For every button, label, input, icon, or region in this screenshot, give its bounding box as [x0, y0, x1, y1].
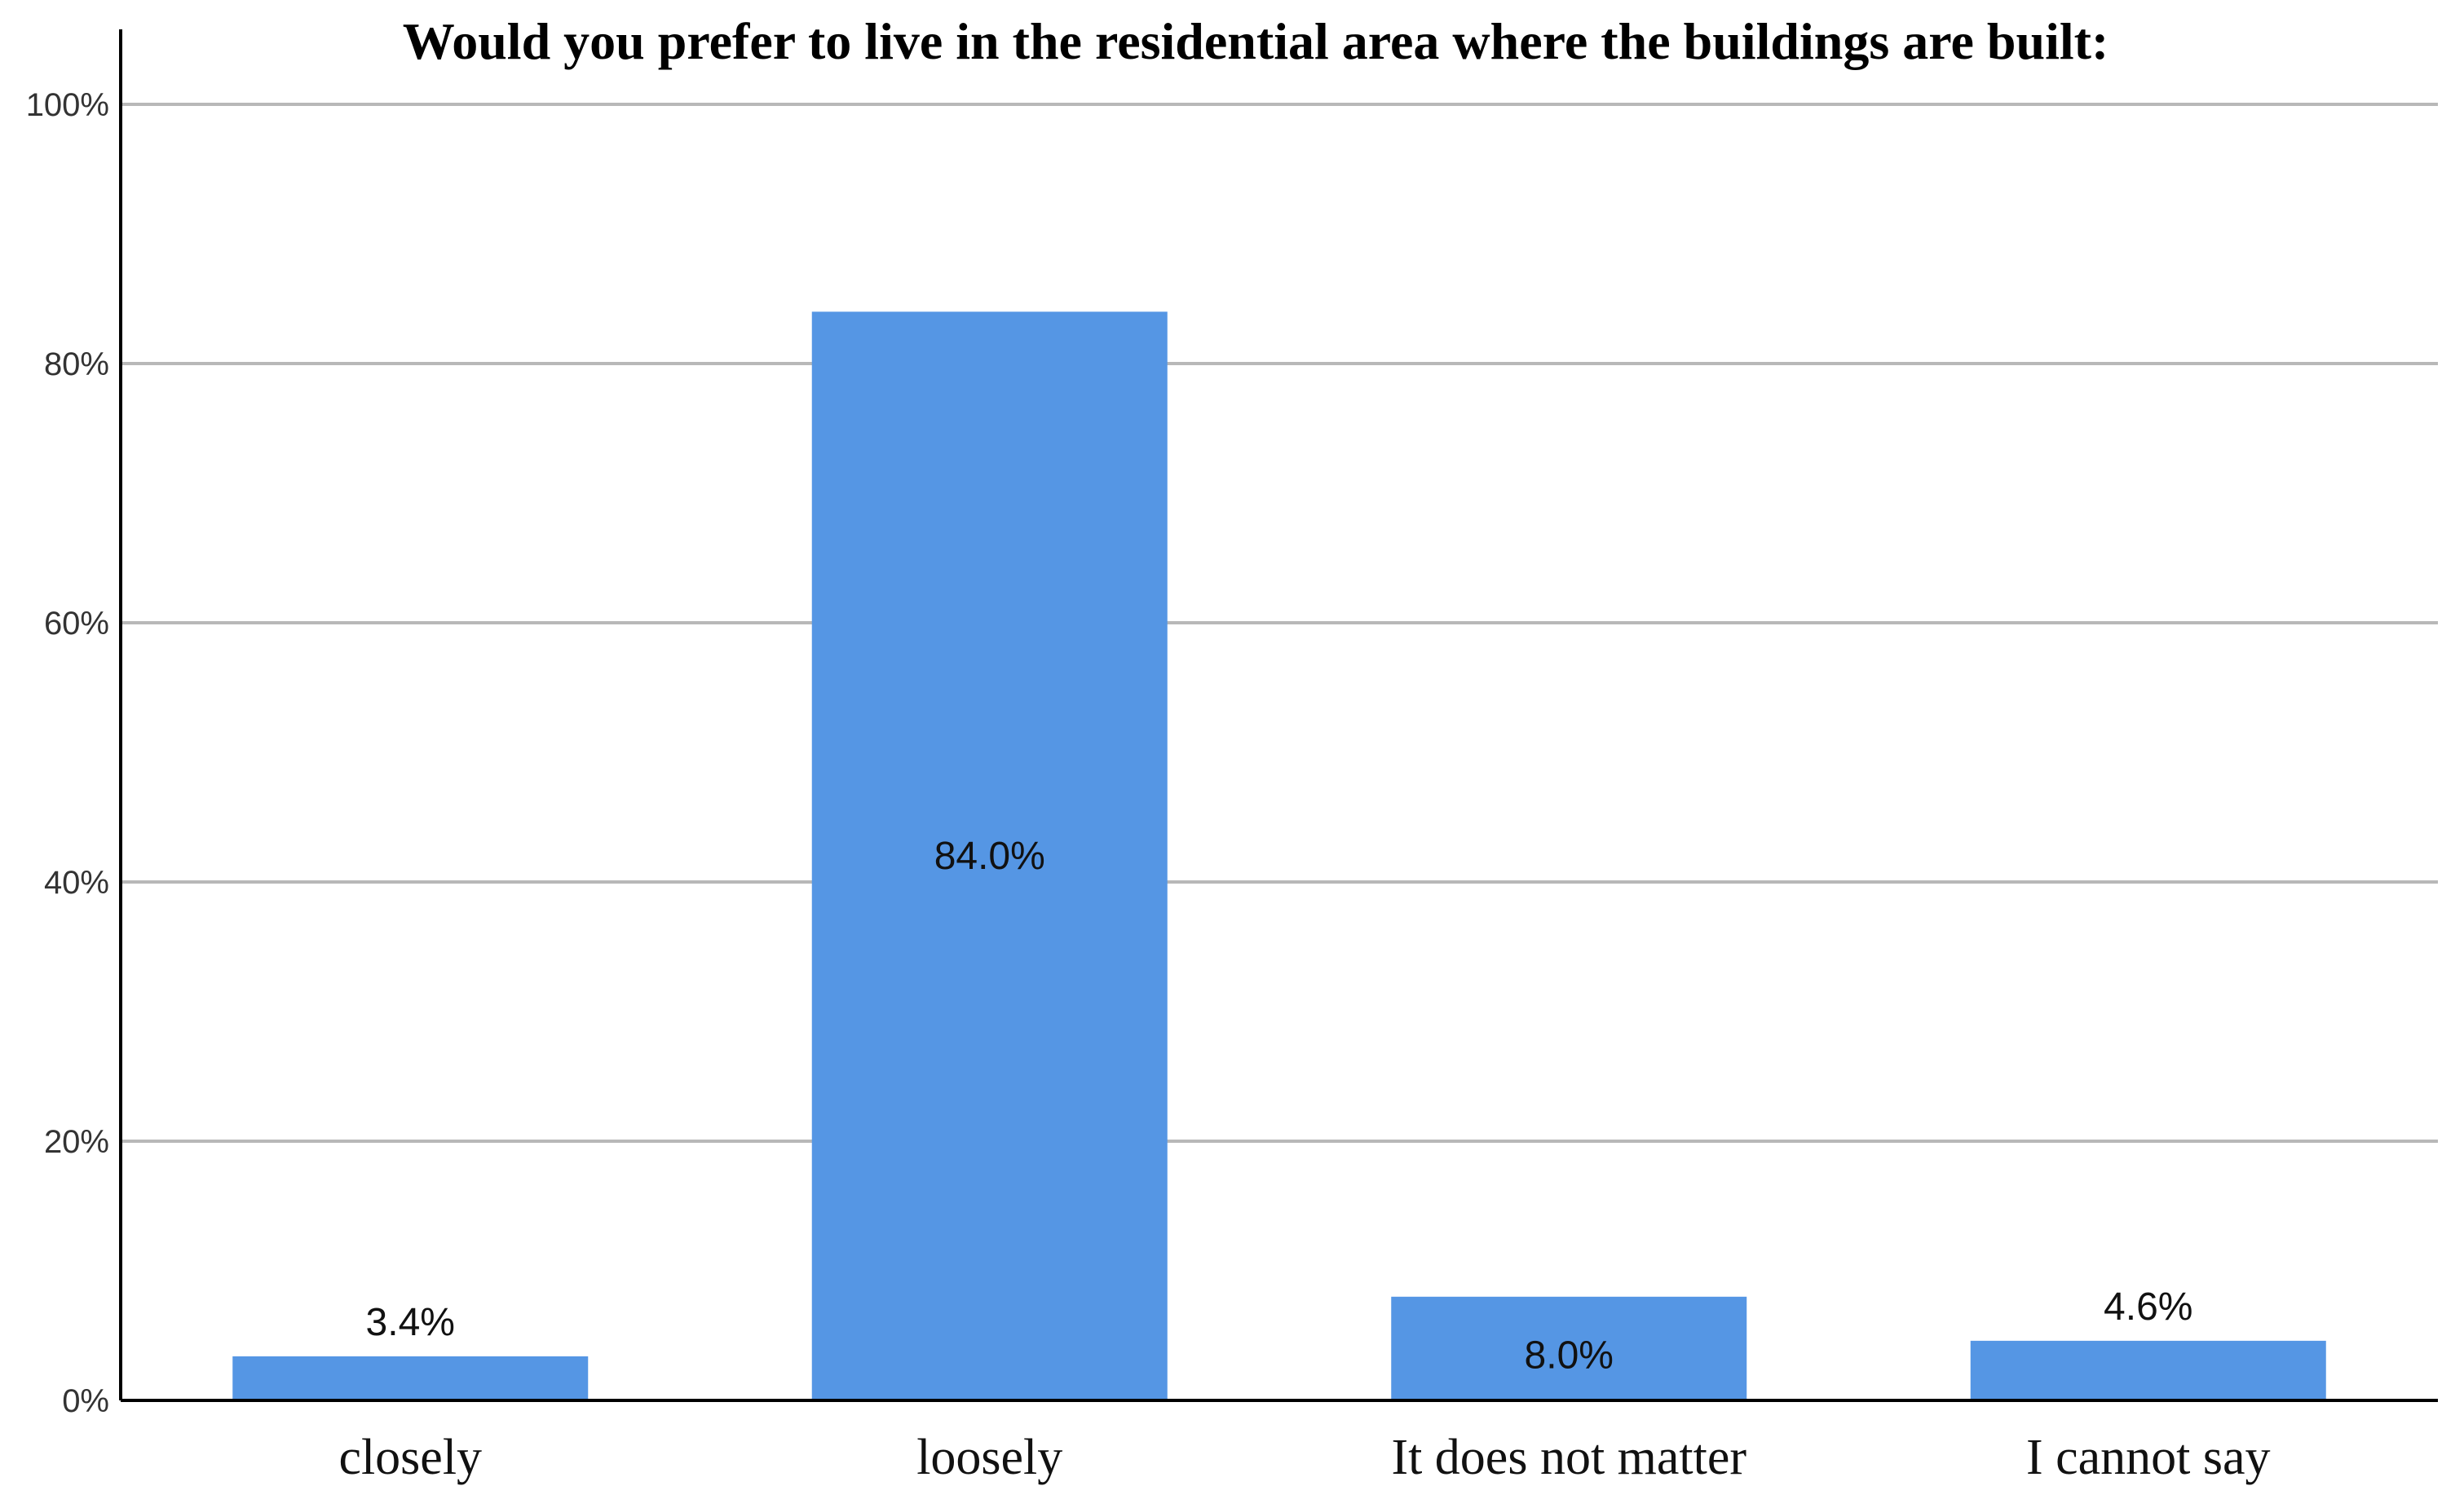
y-tick-label: 80%	[44, 346, 109, 382]
y-tick-label: 60%	[44, 606, 109, 642]
bar-value-label: 4.6%	[2104, 1285, 2192, 1329]
bar	[232, 1356, 589, 1400]
bar-value-label: 8.0%	[1525, 1334, 1614, 1377]
y-tick-label: 20%	[44, 1124, 109, 1160]
x-axis-labels: closely loosely It does not matter I cannot…	[338, 1430, 2270, 1485]
y-tick-label: 0%	[62, 1383, 109, 1419]
bar-value-label: 84.0%	[934, 835, 1045, 878]
x-category-label: I cannot say	[2026, 1430, 2271, 1485]
bar	[1970, 1340, 2326, 1400]
x-category-label: closely	[338, 1430, 482, 1485]
bar	[1391, 1296, 1747, 1400]
bar-value-label: 3.4%	[366, 1301, 455, 1344]
y-tick-label: 40%	[44, 865, 109, 901]
chart-title: Would you prefer to live in the resident…	[403, 12, 2109, 70]
x-category-label: It does not matter	[1391, 1430, 1746, 1485]
bars	[232, 311, 2326, 1400]
y-axis-ticks: 0% 20% 40% 60% 80% 100%	[26, 87, 109, 1419]
x-category-label: loosely	[916, 1430, 1062, 1485]
y-tick-label: 100%	[26, 87, 109, 123]
gridlines	[121, 103, 2438, 1143]
bar	[811, 311, 1168, 1400]
value-labels: 3.4% 84.0% 8.0% 4.6%	[366, 835, 2193, 1377]
